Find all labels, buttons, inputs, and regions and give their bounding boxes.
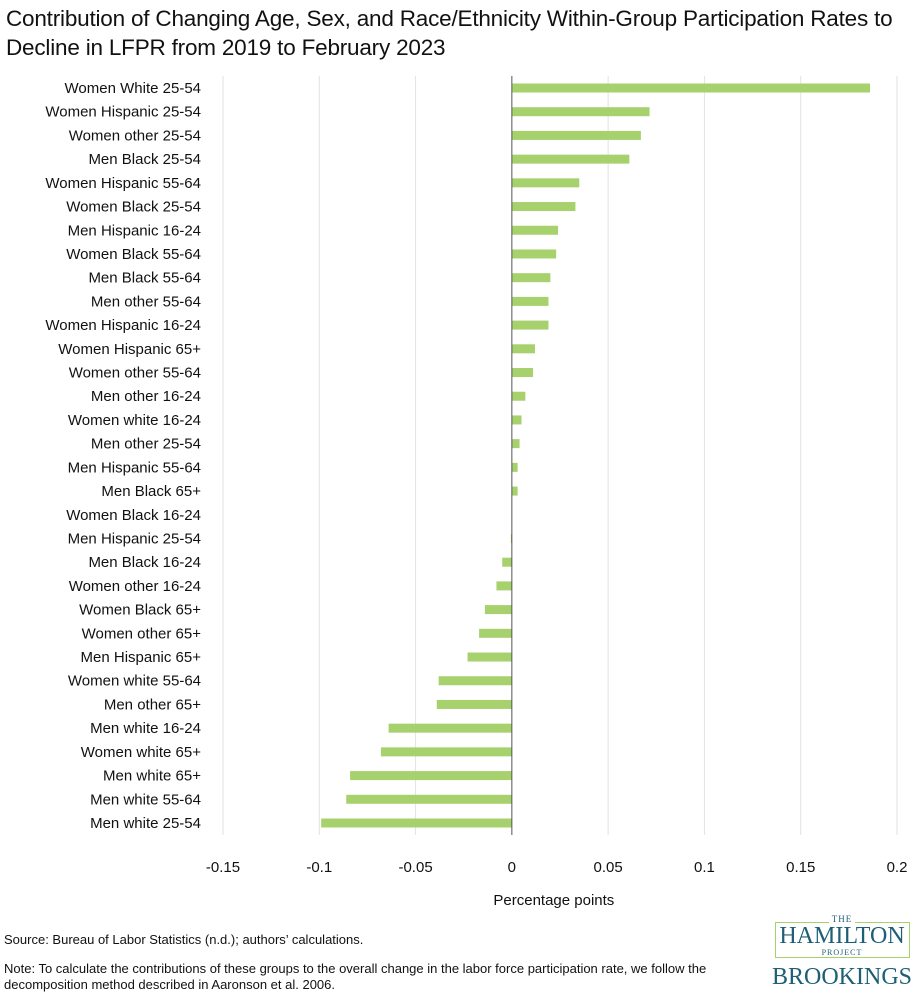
bar — [511, 273, 551, 283]
x-tick-label: 0.1 — [694, 859, 715, 876]
x-tick-label: -0.05 — [398, 859, 432, 876]
bar — [511, 225, 559, 235]
source-note: Source: Bureau of Labor Statistics (n.d.… — [4, 932, 364, 947]
bar — [321, 818, 512, 828]
bar — [346, 794, 512, 804]
bar — [511, 130, 641, 140]
bar — [496, 581, 512, 591]
bar — [511, 462, 518, 472]
category-label: Men other 16-24 — [91, 388, 201, 405]
x-tick-label: 0.15 — [786, 859, 815, 876]
chart-title: Contribution of Changing Age, Sex, and R… — [6, 6, 893, 60]
category-label: Women other 25-54 — [69, 127, 201, 144]
bar — [388, 723, 512, 733]
bar — [511, 83, 871, 93]
category-label: Men white 25-54 — [90, 815, 201, 832]
category-label: Men Hispanic 65+ — [81, 649, 202, 666]
bar — [511, 202, 576, 212]
category-label: Men Hispanic 55-64 — [68, 459, 201, 476]
bar — [484, 605, 512, 615]
category-label: Men other 65+ — [104, 696, 201, 713]
category-label: Men Hispanic 25-54 — [68, 530, 201, 547]
bar — [511, 296, 549, 306]
bar — [511, 249, 557, 259]
bar — [511, 415, 522, 425]
x-tick-label: 0.2 — [887, 859, 908, 876]
category-label: Women other 55-64 — [69, 365, 201, 382]
x-tick-label: -0.15 — [206, 859, 240, 876]
category-label: Men white 65+ — [103, 768, 201, 785]
category-label: Men Black 65+ — [101, 483, 201, 500]
x-tick-label: 0.05 — [594, 859, 623, 876]
bar — [511, 344, 535, 354]
category-label: Women White 25-54 — [65, 80, 201, 97]
category-label: Women white 65+ — [81, 744, 201, 761]
bar-chart: -0.15 -0.1 -0.05 0 0.05 0.1 0.15 0.2 Women White… — [45, 76, 908, 909]
category-label: Women Hispanic 16-24 — [45, 317, 201, 334]
category-label: Men Black 16-24 — [88, 554, 201, 571]
bar — [511, 486, 518, 496]
bar — [502, 557, 512, 567]
bar — [511, 154, 630, 164]
category-label: Men Black 25-54 — [88, 151, 201, 168]
method-note: Note: To calculate the contributions of … — [4, 961, 707, 992]
bar — [467, 652, 512, 662]
category-label: Women Black 65+ — [79, 602, 201, 619]
category-label: Women Black 16-24 — [66, 507, 201, 524]
category-label: Women Hispanic 25-54 — [45, 104, 201, 121]
category-label: Men Hispanic 16-24 — [68, 222, 201, 239]
x-tick-label: 0 — [508, 859, 516, 876]
bar — [511, 107, 650, 117]
category-label: Women Hispanic 65+ — [58, 341, 201, 358]
bar — [511, 178, 580, 188]
category-label: Men white 55-64 — [90, 791, 201, 808]
bar — [436, 699, 512, 709]
category-label: Men Black 55-64 — [88, 270, 201, 287]
category-label: Men white 16-24 — [90, 720, 201, 737]
category-label: Men other 25-54 — [91, 436, 201, 453]
bar — [479, 628, 512, 638]
x-tick-label: -0.1 — [306, 859, 332, 876]
bar — [511, 368, 534, 378]
bar — [511, 439, 520, 449]
category-label: Women other 65+ — [82, 625, 202, 642]
category-label: Women white 16-24 — [68, 412, 201, 429]
category-label: Women Black 25-54 — [66, 199, 201, 216]
x-axis-title: Percentage points — [493, 892, 614, 909]
bar — [511, 320, 549, 330]
category-label: Men other 55-64 — [91, 293, 201, 310]
category-label: Women Black 55-64 — [66, 246, 201, 263]
hamilton-brookings-logo: THE HAMILTON PROJECT BROOKINGS — [772, 914, 913, 990]
category-label: Women Hispanic 55-64 — [45, 175, 201, 192]
bar — [380, 747, 512, 757]
bar — [511, 391, 526, 401]
bar — [350, 771, 512, 781]
category-label: Women white 55-64 — [68, 673, 201, 690]
category-label: Women other 16-24 — [69, 578, 201, 595]
bar — [438, 676, 512, 686]
